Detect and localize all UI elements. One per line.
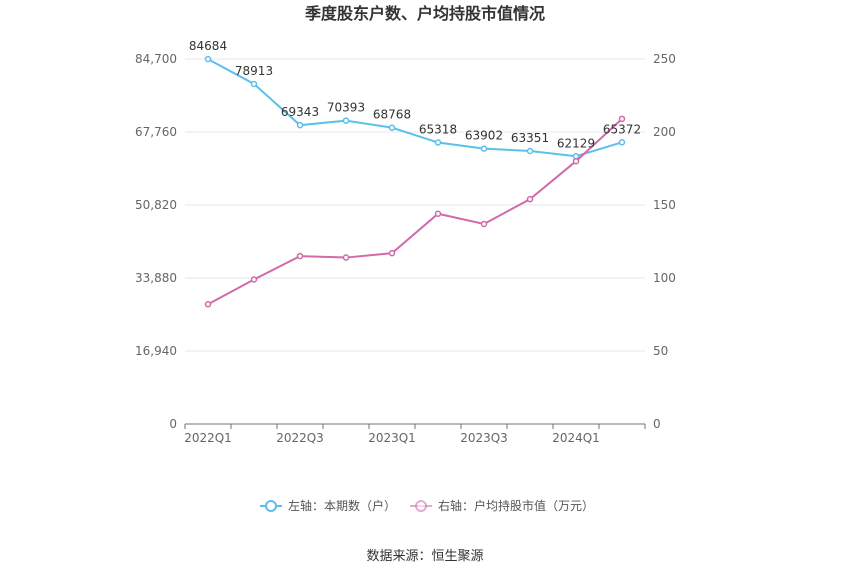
- data-point: [618, 139, 626, 146]
- data-point: [342, 254, 350, 261]
- legend-label-1: 右轴：户均持股市值（万元）: [438, 498, 594, 513]
- source-note: 数据来源：恒生聚源: [366, 549, 483, 564]
- legend[interactable]: 左轴：本期数（户） 右轴：户均持股市值（万元）: [260, 498, 594, 513]
- x-tick-label: 2023Q3: [460, 431, 508, 445]
- data-point: [388, 124, 396, 131]
- data-label: 65372: [603, 122, 641, 136]
- data-point: [250, 80, 258, 88]
- y-left-tick-label: 0: [169, 417, 177, 431]
- axes: 0 0 16,940 50 33,880 100 50,820 150 67,760 200 84,…: [135, 52, 676, 445]
- data-point: [434, 210, 442, 218]
- x-tick-label: 2023Q1: [368, 431, 416, 445]
- data-labels: 84684 78913 69343 70393 68768 65318 63902 63351…: [189, 39, 641, 150]
- data-label: 65318: [419, 123, 457, 137]
- legend-marker-0: [265, 500, 277, 512]
- data-label: 68768: [373, 108, 411, 122]
- y-left-tick-label: 50,820: [135, 198, 177, 212]
- series-line-0: [207, 58, 623, 158]
- data-point: [480, 145, 488, 152]
- grid-lines: [185, 58, 645, 352]
- y-right-tick-label: 50: [653, 344, 668, 358]
- data-label: 84684: [189, 39, 227, 53]
- y-right-tick-label: 200: [653, 125, 676, 139]
- x-tick-label: 2022Q1: [184, 431, 232, 445]
- y-right-tick-label: 250: [653, 52, 676, 66]
- data-point: [342, 117, 350, 124]
- data-label: 63902: [465, 129, 503, 143]
- data-point: [572, 157, 580, 165]
- data-point: [434, 139, 442, 146]
- legend-label-0: 左轴：本期数（户）: [288, 498, 396, 513]
- y-left-tick-label: 16,940: [135, 344, 177, 358]
- y-left-tick-label: 33,880: [135, 271, 177, 285]
- data-label: 78913: [235, 64, 273, 78]
- y-right-tick-label: 100: [653, 271, 676, 285]
- data-point: [296, 121, 304, 129]
- data-point: [204, 301, 212, 308]
- data-label: 70393: [327, 101, 365, 115]
- data-point: [204, 55, 212, 63]
- y-left-tick-label: 84,700: [135, 52, 177, 66]
- data-label: 63351: [511, 131, 549, 145]
- y-right-tick-label: 0: [653, 417, 661, 431]
- data-label: 62129: [557, 136, 595, 150]
- series-line-1: [207, 118, 623, 306]
- y-right-tick-label: 150: [653, 198, 676, 212]
- y-left-tick-label: 67,760: [135, 125, 177, 139]
- x-tick-label: 2024Q1: [552, 431, 600, 445]
- data-point: [618, 115, 626, 123]
- x-tick-label: 2022Q3: [276, 431, 324, 445]
- chart-title: 季度股东户数、户均持股市值情况: [304, 4, 545, 23]
- data-point: [388, 249, 396, 257]
- data-label: 69343: [281, 105, 319, 119]
- data-point: [480, 220, 488, 228]
- data-point: [296, 252, 304, 260]
- series-group: [204, 55, 626, 308]
- data-point: [526, 195, 534, 203]
- legend-marker-1: [415, 500, 427, 512]
- data-point: [250, 276, 258, 283]
- data-point: [526, 147, 534, 155]
